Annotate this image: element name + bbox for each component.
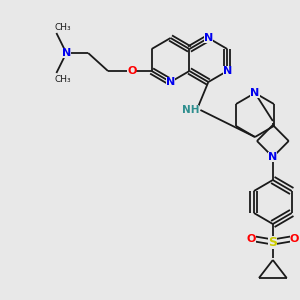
Text: NH: NH (182, 105, 199, 115)
Text: O: O (127, 66, 136, 76)
Text: N: N (223, 66, 232, 76)
Text: N: N (268, 152, 278, 162)
Text: O: O (290, 234, 299, 244)
Text: O: O (246, 234, 256, 244)
Text: N: N (166, 77, 175, 87)
Text: N: N (204, 33, 213, 43)
Text: CH₃: CH₃ (54, 22, 71, 32)
Text: N: N (62, 48, 71, 58)
Text: S: S (268, 236, 277, 248)
Text: CH₃: CH₃ (54, 74, 71, 83)
Text: N: N (250, 88, 260, 98)
